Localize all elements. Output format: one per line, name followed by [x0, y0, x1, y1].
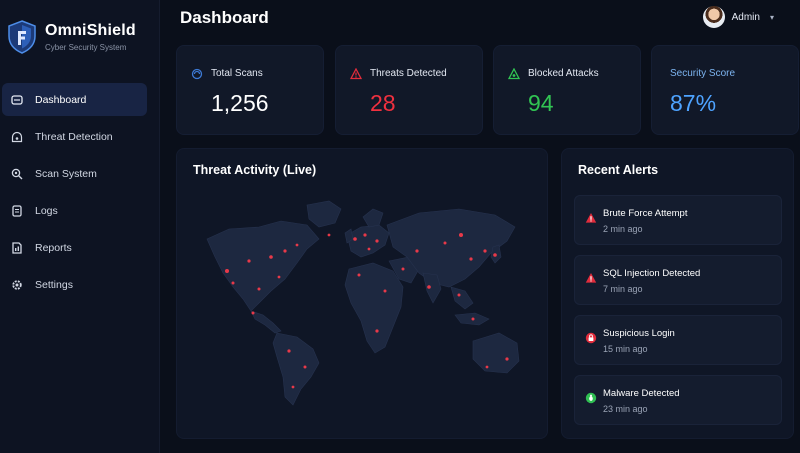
gear-icon	[10, 278, 24, 292]
stat-card-security-score: Security Score 87%	[651, 45, 799, 135]
radar-icon	[10, 130, 24, 144]
search-icon	[10, 167, 24, 181]
alert-time: 15 min ago	[603, 344, 648, 354]
stat-card-threats-detected: Threats Detected 28	[335, 45, 483, 135]
user-name: Admin	[731, 11, 760, 23]
alert-title: SQL Injection Detected	[603, 268, 701, 279]
avatar	[702, 6, 725, 28]
threat-map-panel: Threat Activity (Live)	[176, 148, 548, 439]
stat-value: 87%	[670, 90, 717, 116]
stat-label: Security Score	[670, 68, 736, 79]
alert-item[interactable]: Brute Force Attempt 2 min ago	[574, 195, 782, 245]
brand-name: OmniShield	[45, 22, 136, 39]
alert-item[interactable]: SQL Injection Detected 7 min ago	[574, 255, 782, 305]
sidebar: OmniShield Cyber Security System Dashboa…	[0, 0, 160, 453]
alert-item[interactable]: Malware Detected 23 min ago	[574, 375, 782, 425]
stat-label: Blocked Attacks	[528, 68, 599, 79]
brand: OmniShield Cyber Security System	[0, 0, 159, 62]
world-map[interactable]	[189, 191, 529, 411]
sidebar-item-label: Scan System	[35, 167, 97, 180]
brand-subtitle: Cyber Security System	[45, 43, 127, 52]
document-icon	[10, 204, 24, 218]
stat-card-total-scans: Total Scans 1,256	[176, 45, 324, 135]
sidebar-item-label: Dashboard	[35, 93, 87, 106]
sidebar-item-label: Reports	[35, 241, 72, 254]
page-title: Dashboard	[180, 8, 269, 27]
sidebar-item-label: Logs	[35, 204, 58, 217]
alert-title: Suspicious Login	[603, 328, 675, 339]
home-icon	[10, 93, 24, 107]
shield-block-icon	[508, 68, 520, 80]
warning-icon	[585, 273, 597, 283]
sidebar-item-settings[interactable]: Settings	[2, 268, 147, 301]
user-menu[interactable]: Admin ▾	[702, 6, 774, 28]
recent-alerts-panel: Recent Alerts Brute Force Attempt 2 min …	[561, 148, 794, 439]
warning-icon	[585, 213, 597, 223]
panel-title: Threat Activity (Live)	[193, 163, 317, 177]
alert-item[interactable]: Suspicious Login 15 min ago	[574, 315, 782, 365]
sidebar-item-label: Settings	[35, 278, 73, 291]
sidebar-nav: Dashboard Threat Detection Scan System L…	[0, 83, 159, 301]
main-content: Dashboard Admin ▾ Total Scans 1,256 Thre…	[160, 0, 800, 453]
panel-title: Recent Alerts	[578, 163, 659, 177]
alert-title: Malware Detected	[603, 388, 680, 399]
sidebar-item-threat-detection[interactable]: Threat Detection	[2, 120, 147, 153]
stat-value: 94	[528, 90, 554, 116]
alert-time: 23 min ago	[603, 404, 648, 414]
sidebar-item-logs[interactable]: Logs	[2, 194, 147, 227]
bug-icon	[585, 392, 597, 404]
scan-icon	[191, 68, 203, 80]
alert-title: Brute Force Attempt	[603, 208, 688, 219]
lock-icon	[585, 332, 597, 344]
alert-time: 7 min ago	[603, 284, 643, 294]
warning-icon	[350, 68, 362, 80]
sidebar-item-scan-system[interactable]: Scan System	[2, 157, 147, 190]
stat-label: Total Scans	[211, 68, 263, 79]
threat-markers	[225, 233, 509, 389]
alert-time: 2 min ago	[603, 224, 643, 234]
sidebar-item-dashboard[interactable]: Dashboard	[2, 83, 147, 116]
chevron-down-icon: ▾	[769, 12, 774, 22]
stat-label: Threats Detected	[370, 68, 447, 79]
sidebar-item-reports[interactable]: Reports	[2, 231, 147, 264]
shield-logo-icon	[8, 20, 36, 54]
stat-card-blocked-attacks: Blocked Attacks 94	[493, 45, 641, 135]
sidebar-item-label: Threat Detection	[35, 130, 113, 143]
stat-value: 1,256	[211, 90, 269, 116]
report-icon	[10, 241, 24, 255]
stat-value: 28	[370, 90, 396, 116]
